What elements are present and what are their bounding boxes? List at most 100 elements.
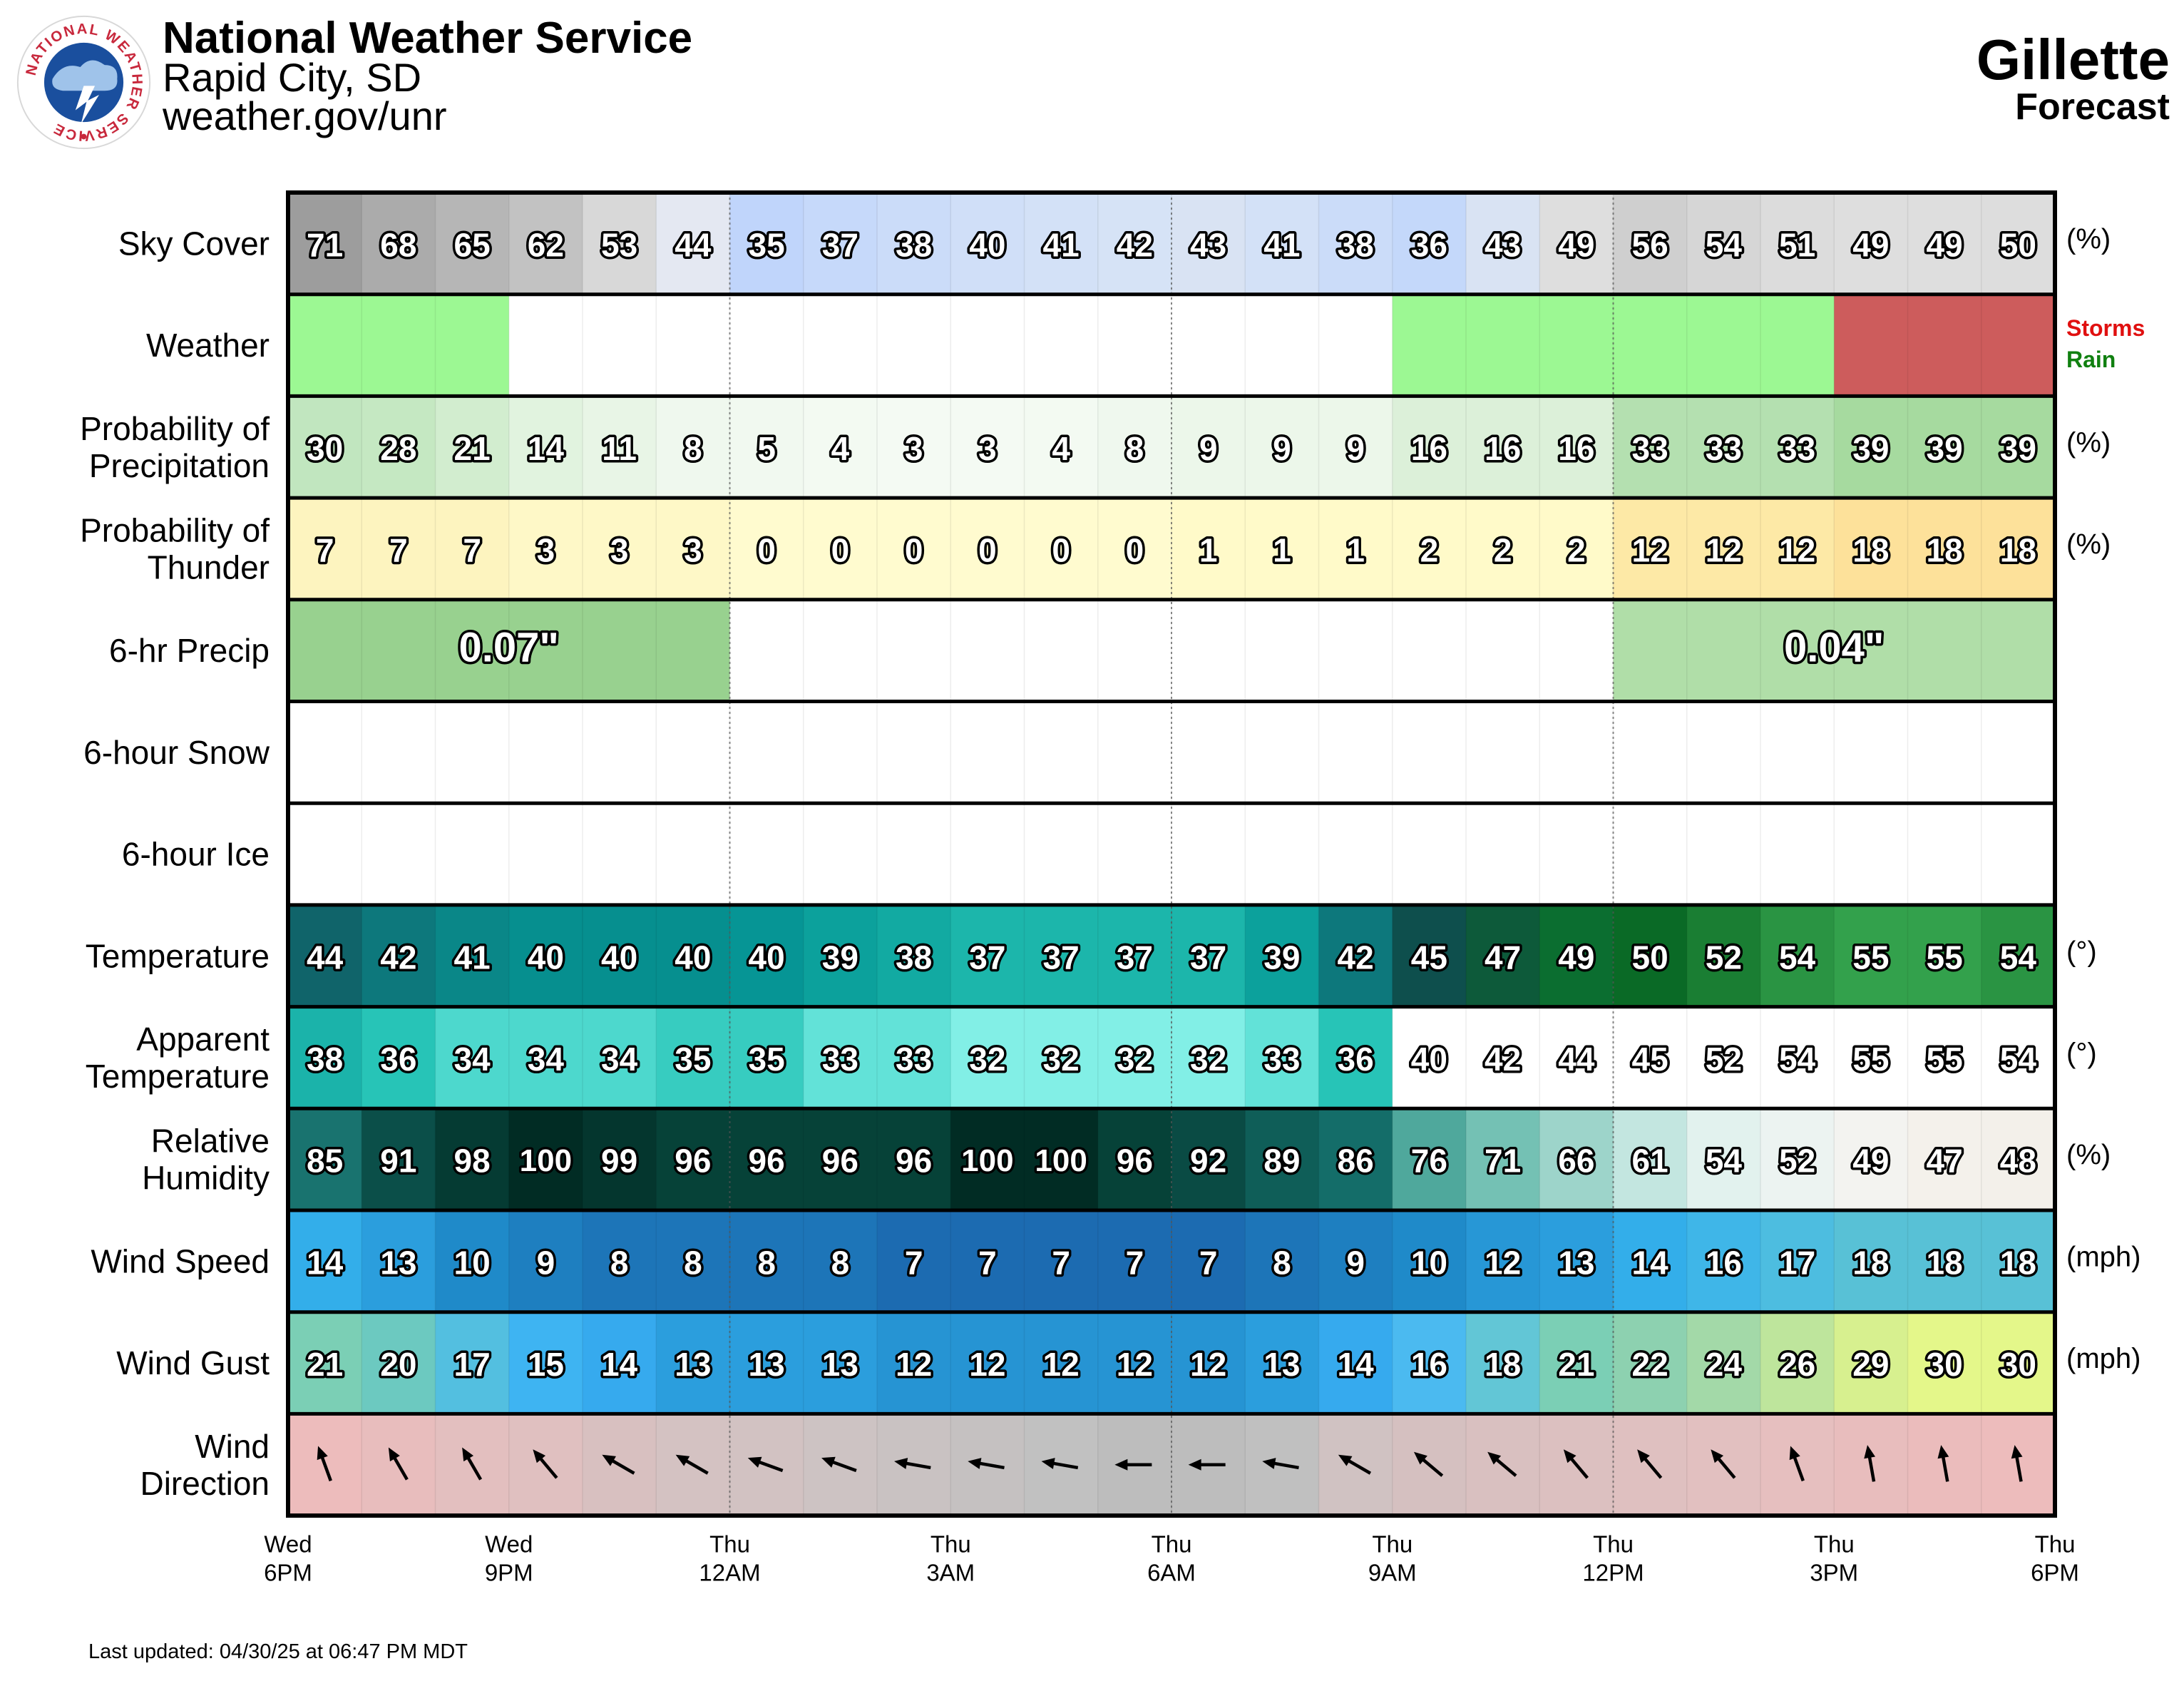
cell-pop — [1834, 396, 1909, 499]
cell-pop — [1024, 396, 1099, 499]
value-thunder: 18 — [2000, 531, 2036, 568]
row-label-sky: Sky Cover — [118, 225, 270, 262]
cell-pop — [1686, 396, 1761, 499]
value-rh: 48 — [2000, 1143, 2036, 1180]
value-sky: 71 — [307, 226, 343, 263]
cell-weather — [435, 294, 510, 397]
cell-gust — [1024, 1312, 1099, 1414]
cell-weather — [1024, 294, 1099, 397]
value-pop: 5 — [757, 430, 776, 467]
forecast-subtitle: Forecast — [2015, 86, 2170, 128]
cell-rh — [583, 1108, 657, 1210]
wind-arrow-shaft — [977, 1461, 1005, 1470]
time-label-day: Thu — [709, 1531, 750, 1558]
cell-apparent — [656, 1006, 731, 1109]
value-thunder: 3 — [610, 531, 629, 568]
value-apparent: 36 — [1338, 1041, 1374, 1078]
time-label-hour: 6PM — [264, 1560, 312, 1586]
wind-arrow-icon — [1637, 1449, 1663, 1479]
cell-temp — [583, 904, 657, 1007]
cell-apparent — [362, 1006, 436, 1109]
value-pop: 30 — [307, 430, 343, 467]
cell-rh — [1318, 1108, 1393, 1210]
cell-weather — [803, 294, 878, 397]
value-apparent: 34 — [454, 1041, 491, 1078]
value-sky: 49 — [1558, 226, 1594, 263]
value-rh: 100 — [1035, 1143, 1087, 1178]
cell-gust — [803, 1312, 878, 1414]
value-pop: 39 — [1927, 430, 1963, 467]
value-thunder: 7 — [389, 531, 408, 568]
value-wind: 7 — [1052, 1244, 1070, 1281]
value-wind: 8 — [757, 1244, 776, 1281]
row-label-wind: Wind Speed — [91, 1242, 270, 1279]
wind-arrow-shaft — [830, 1459, 857, 1473]
value-wind: 13 — [380, 1244, 416, 1281]
cell-temp — [1760, 904, 1835, 1007]
value-rh: 61 — [1632, 1143, 1668, 1180]
value-pop: 8 — [684, 430, 702, 467]
wind-arrow-head — [894, 1458, 908, 1469]
org-title: National Weather Service — [163, 14, 693, 63]
value-temp: 39 — [1263, 939, 1300, 976]
value-apparent: 38 — [307, 1041, 343, 1078]
site-url[interactable]: weather.gov/unr — [163, 93, 447, 138]
wind-arrow-head — [317, 1446, 328, 1461]
unit-gust: (mph) — [2066, 1343, 2141, 1374]
cell-temp — [362, 904, 436, 1007]
time-label-hour: 12PM — [1582, 1560, 1644, 1586]
value-rh: 85 — [307, 1143, 343, 1180]
value-temp: 54 — [1779, 939, 1816, 976]
value-thunder: 3 — [684, 531, 702, 568]
row-pop: 30 28 21 14 11 8 5 4 3 3 4 8 9 9 9 16 16 16 33 33 33 39 39 39Pr… — [80, 396, 2111, 499]
wind-arrow-head — [1711, 1449, 1724, 1463]
cell-gust — [1907, 1312, 1982, 1414]
cell-thunder — [803, 498, 878, 600]
cell-temp — [1686, 904, 1761, 1007]
cell-rh — [362, 1108, 436, 1210]
cell-pop — [508, 396, 583, 499]
cell-gust — [1172, 1312, 1246, 1414]
cell-sky — [583, 193, 657, 295]
time-label-hour: 3AM — [926, 1560, 975, 1586]
cell-gust — [950, 1312, 1025, 1414]
cell-pop — [877, 396, 951, 499]
wind-arrow-head — [533, 1449, 546, 1463]
value-rh: 54 — [1706, 1143, 1743, 1180]
value-sky: 56 — [1632, 226, 1668, 263]
time-label-hour: 3PM — [1810, 1560, 1858, 1586]
cell-apparent — [1981, 1006, 2056, 1109]
cell-gust — [288, 1312, 362, 1414]
value-sky: 37 — [822, 226, 858, 263]
cell-thunder — [1318, 498, 1393, 600]
value-temp: 37 — [1043, 939, 1080, 976]
value-apparent: 33 — [822, 1041, 858, 1078]
row-label-qpf: 6-hr Precip — [109, 632, 270, 669]
value-pop: 14 — [528, 430, 565, 467]
cell-weather — [508, 294, 583, 397]
cell-pop — [288, 396, 362, 499]
value-pop: 9 — [1273, 430, 1291, 467]
value-apparent: 54 — [2000, 1041, 2037, 1078]
cell-pop — [1097, 396, 1172, 499]
cell-pop — [1760, 396, 1835, 499]
value-wind: 14 — [1632, 1244, 1669, 1281]
cell-temp — [1024, 904, 1099, 1007]
cell-sky — [1907, 193, 1982, 295]
time-label-day: Thu — [1152, 1531, 1192, 1558]
value-pop: 39 — [2000, 430, 2036, 467]
cell-wind — [1834, 1210, 1909, 1312]
cell-rh — [1686, 1108, 1761, 1210]
wind-arrow-shaft — [1642, 1456, 1663, 1479]
value-pop: 8 — [1126, 430, 1144, 467]
cell-sky — [1760, 193, 1835, 295]
value-rh: 89 — [1263, 1143, 1300, 1180]
cell-sky — [508, 193, 583, 295]
cell-temp — [1613, 904, 1688, 1007]
value-sky: 49 — [1927, 226, 1963, 263]
cell-sky — [1686, 193, 1761, 295]
cell-temp — [1981, 904, 2056, 1007]
value-rh: 100 — [520, 1143, 572, 1178]
value-thunder: 0 — [757, 531, 776, 568]
unit-sky: (%) — [2066, 223, 2111, 255]
